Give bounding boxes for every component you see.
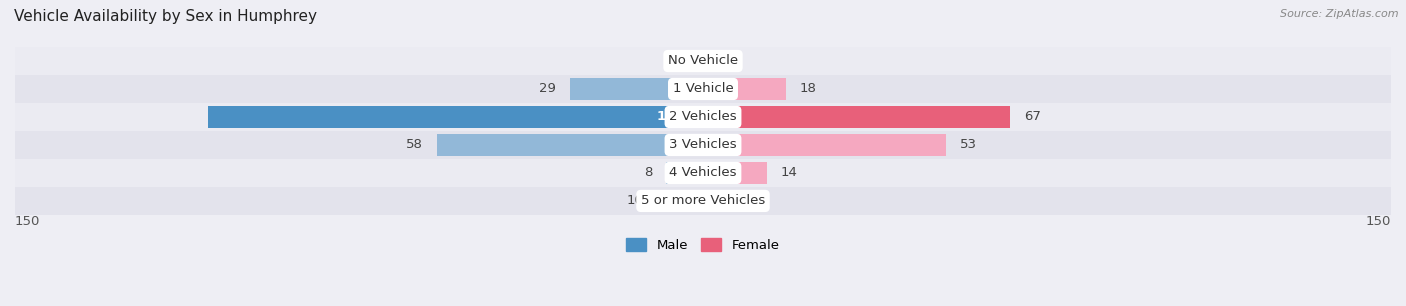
Bar — [703, 106, 1011, 128]
Text: 150: 150 — [1365, 215, 1391, 229]
Bar — [437, 134, 703, 156]
Bar — [15, 75, 1391, 103]
Text: No Vehicle: No Vehicle — [668, 54, 738, 68]
Text: 0: 0 — [717, 54, 725, 68]
Legend: Male, Female: Male, Female — [621, 233, 785, 258]
Bar — [15, 47, 1391, 75]
Text: 150: 150 — [15, 215, 41, 229]
Text: 18: 18 — [800, 83, 817, 95]
Bar — [657, 190, 703, 212]
Bar — [569, 78, 703, 100]
Bar — [15, 103, 1391, 131]
Text: 7: 7 — [749, 194, 758, 207]
Bar — [15, 131, 1391, 159]
Text: 0: 0 — [681, 54, 689, 68]
Text: 3 Vehicles: 3 Vehicles — [669, 138, 737, 151]
Bar — [703, 162, 768, 184]
Bar — [15, 187, 1391, 215]
Text: 2 Vehicles: 2 Vehicles — [669, 110, 737, 123]
Text: 67: 67 — [1024, 110, 1040, 123]
Text: 8: 8 — [644, 166, 652, 179]
Text: 5 or more Vehicles: 5 or more Vehicles — [641, 194, 765, 207]
Text: 14: 14 — [780, 166, 797, 179]
Text: 58: 58 — [406, 138, 423, 151]
Bar — [208, 106, 703, 128]
Text: 53: 53 — [960, 138, 977, 151]
Bar — [15, 159, 1391, 187]
Text: 1 Vehicle: 1 Vehicle — [672, 83, 734, 95]
Bar — [703, 78, 786, 100]
Bar — [666, 162, 703, 184]
Text: 108: 108 — [657, 110, 685, 123]
Text: Vehicle Availability by Sex in Humphrey: Vehicle Availability by Sex in Humphrey — [14, 9, 318, 24]
Text: 10: 10 — [627, 194, 644, 207]
Bar — [703, 190, 735, 212]
Text: 29: 29 — [540, 83, 557, 95]
Text: 4 Vehicles: 4 Vehicles — [669, 166, 737, 179]
Bar — [703, 134, 946, 156]
Text: Source: ZipAtlas.com: Source: ZipAtlas.com — [1281, 9, 1399, 19]
